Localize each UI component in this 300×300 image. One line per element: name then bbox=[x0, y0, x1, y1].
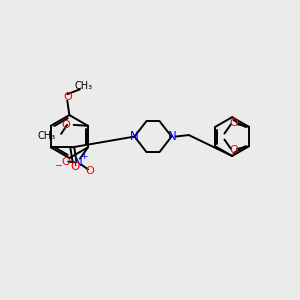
Text: O: O bbox=[63, 92, 72, 102]
Text: O: O bbox=[70, 160, 79, 173]
Text: N: N bbox=[168, 130, 176, 143]
Text: O: O bbox=[61, 120, 70, 130]
Text: +: + bbox=[80, 152, 88, 161]
Text: O: O bbox=[230, 145, 238, 155]
Text: CH₃: CH₃ bbox=[38, 131, 56, 141]
Text: O: O bbox=[61, 157, 70, 166]
Text: N: N bbox=[74, 156, 83, 169]
Text: N: N bbox=[130, 130, 138, 143]
Text: O: O bbox=[230, 118, 238, 128]
Text: O: O bbox=[85, 166, 94, 176]
Text: −: − bbox=[55, 161, 63, 171]
Text: CH₃: CH₃ bbox=[74, 81, 92, 92]
